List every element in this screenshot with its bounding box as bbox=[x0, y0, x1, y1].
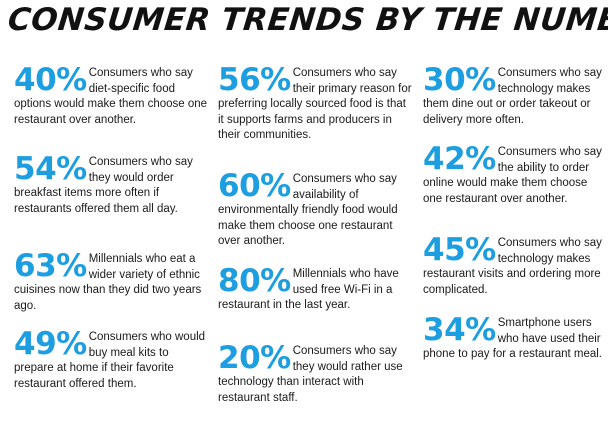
stat-item: 60% Consumers who say availability of en… bbox=[218, 168, 414, 250]
stat-item: 42% Consumers who say the ability to ord… bbox=[423, 141, 605, 207]
stat-item: 34% Smartphone users who have used their… bbox=[423, 312, 605, 363]
stat-text: Consumers who say the ability to order o… bbox=[423, 146, 602, 205]
stat-text: Consumers who say their primary reason f… bbox=[218, 67, 412, 141]
stat-percent: 63% bbox=[14, 248, 87, 284]
stat-percent: 80% bbox=[218, 263, 291, 299]
stat-percent: 56% bbox=[218, 62, 291, 98]
page-title: CONSUMER TRENDS BY THE NUMBERS bbox=[6, 2, 608, 38]
stat-text: Consumers who would buy meal kits to pre… bbox=[14, 331, 206, 390]
stat-item: 40% Consumers who say diet-specific food… bbox=[14, 62, 209, 128]
stat-percent: 30% bbox=[423, 62, 496, 98]
stat-text: Smartphone users who have used their pho… bbox=[423, 317, 602, 360]
stat-percent: 60% bbox=[218, 168, 291, 204]
stat-item: 45% Consumers who say technology makes r… bbox=[423, 232, 605, 298]
stat-percent: 49% bbox=[14, 326, 87, 362]
stat-item: 54% Consumers who say they would order b… bbox=[14, 151, 209, 217]
stat-percent: 20% bbox=[218, 340, 291, 376]
stat-percent: 42% bbox=[423, 141, 496, 177]
stat-item: 49% Consumers who would buy meal kits to… bbox=[14, 326, 209, 392]
stat-percent: 54% bbox=[14, 151, 87, 187]
stat-item: 30% Consumers who say technology makes t… bbox=[423, 62, 605, 128]
stat-text: Consumers who say they would rather use … bbox=[218, 345, 403, 404]
stat-percent: 45% bbox=[423, 232, 496, 268]
stat-percent: 40% bbox=[14, 62, 87, 98]
stat-text: Consumers who say they would order break… bbox=[14, 156, 193, 215]
stat-text: Millennials who eat a wider variety of e… bbox=[14, 253, 202, 312]
stat-text: Consumers who say technology makes them … bbox=[423, 67, 602, 126]
stat-item: 63% Millennials who eat a wider variety … bbox=[14, 248, 209, 314]
stat-item: 56% Consumers who say their primary reas… bbox=[218, 62, 414, 144]
stat-item: 20% Consumers who say they would rather … bbox=[218, 340, 414, 406]
stat-text: Consumers who say availability of enviro… bbox=[218, 173, 398, 247]
stat-percent: 34% bbox=[423, 312, 496, 348]
stat-text: Consumers who say technology makes resta… bbox=[423, 237, 602, 296]
stat-text: Consumers who say diet-specific food opt… bbox=[14, 67, 208, 126]
stat-item: 80% Millennials who have used free Wi-Fi… bbox=[218, 263, 414, 314]
stat-text: Millennials who have used free Wi-Fi in … bbox=[218, 268, 399, 311]
